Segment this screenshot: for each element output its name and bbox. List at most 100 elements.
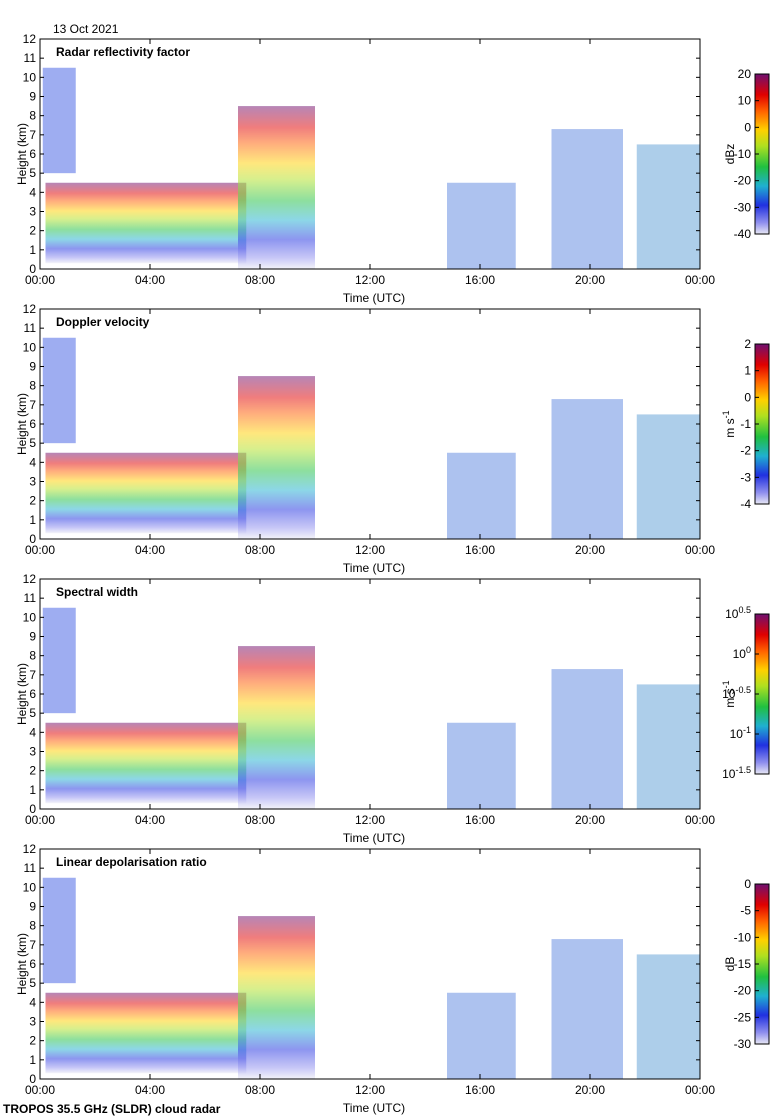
y-tick-label: 7: [29, 938, 36, 952]
echo-morning-cell: [238, 376, 315, 539]
x-tick-label: 00:00: [685, 813, 715, 827]
echo-afternoon-cell: [447, 452, 516, 539]
y-tick-label: 4: [29, 455, 36, 469]
colorbar-tick-exponent: -0.5: [735, 685, 751, 695]
y-tick-label: 8: [29, 649, 36, 663]
colorbar-tick-label: 20: [738, 67, 752, 81]
x-axis-label: Time (UTC): [343, 561, 405, 575]
colorbar-tick-label: 10-1: [730, 725, 751, 741]
x-tick-label: 04:00: [135, 543, 165, 557]
echo-morning-cell: [238, 916, 315, 1079]
y-tick-label: 2: [29, 494, 36, 508]
echo-low-layer: [45, 182, 247, 264]
echo-evening-cell: [551, 669, 623, 809]
y-tick-label: 6: [29, 957, 36, 971]
y-tick-label: 1: [29, 1053, 36, 1067]
echo-field: [42, 877, 700, 1079]
date-label: 13 Oct 2021: [53, 22, 119, 36]
colorbar-tick-label: 0: [744, 120, 751, 134]
y-tick-label: 5: [29, 436, 36, 450]
colorbar-tick-label: -1: [740, 417, 751, 431]
y-axis-label: Height (km): [15, 663, 29, 725]
colorbar-tick-label: -10: [734, 930, 752, 944]
colorbar-tick-exponent: -1.5: [735, 765, 751, 775]
colorbar-tick-label: 100: [733, 645, 751, 661]
y-tick-label: 11: [24, 321, 37, 335]
colorbar-tick-label: -30: [734, 1037, 752, 1051]
y-tick-label: 10: [23, 610, 37, 624]
colorbar-tick-label: 10-1.5: [722, 765, 751, 781]
y-tick-label: 1: [29, 243, 36, 257]
x-tick-label: 12:00: [355, 273, 385, 287]
x-tick-label: 16:00: [465, 1083, 495, 1097]
colorbar-tick-label: 2: [744, 337, 751, 351]
echo-afternoon-cell: [447, 992, 516, 1079]
y-tick-label: 7: [29, 668, 36, 682]
colorbar-tick-base: 10: [722, 687, 736, 701]
y-axis-label: Height (km): [15, 933, 29, 995]
x-tick-label: 12:00: [355, 1083, 385, 1097]
y-tick-label: 2: [29, 764, 36, 778]
echo-evening-cell: [551, 399, 623, 539]
colorbar-label-exponent: -1: [721, 680, 731, 688]
y-tick-label: 5: [29, 706, 36, 720]
colorbar-label: m s-1: [721, 410, 737, 437]
x-tick-label: 20:00: [575, 813, 605, 827]
x-tick-label: 08:00: [245, 273, 275, 287]
colorbar-tick-exponent: 0: [746, 645, 751, 655]
x-tick-label: 00:00: [685, 543, 715, 557]
echo-night-cell: [636, 414, 700, 539]
colorbar-label-exponent: -1: [721, 410, 731, 418]
y-tick-label: 11: [24, 51, 37, 65]
echo-upper-cloud: [42, 877, 76, 984]
y-tick-label: 12: [23, 32, 37, 46]
y-tick-label: 3: [29, 1015, 36, 1029]
colorbar-tick-label: -20: [734, 174, 752, 188]
colorbar-tick-label: 0: [744, 390, 751, 404]
x-tick-label: 00:00: [25, 273, 55, 287]
y-tick-label: 11: [24, 591, 37, 605]
x-tick-label: 08:00: [245, 813, 275, 827]
y-tick-label: 10: [23, 880, 37, 894]
panel-title: Doppler velocity: [56, 315, 150, 329]
x-axis-label: Time (UTC): [343, 831, 405, 845]
colorbar-tick-label: 10: [738, 94, 752, 108]
y-tick-label: 0: [29, 802, 36, 816]
colorbar-tick-label: -2: [740, 444, 751, 458]
y-axis-label: Height (km): [15, 123, 29, 185]
echo-field: [42, 337, 700, 539]
colorbar-tick-label: -40: [734, 227, 752, 241]
y-tick-label: 6: [29, 687, 36, 701]
x-tick-label: 16:00: [465, 813, 495, 827]
colorbar-tick-exponent: -1: [743, 725, 751, 735]
colorbar-label-unit: dB: [723, 957, 737, 972]
colorbar-tick-exponent: 0.5: [738, 605, 751, 615]
echo-morning-cell: [238, 646, 315, 809]
footer-label: TROPOS 35.5 GHz (SLDR) cloud radar: [3, 1102, 221, 1116]
colorbar-tick-base: 10: [722, 767, 736, 781]
y-tick-label: 8: [29, 109, 36, 123]
colorbar-tick-label: 1: [744, 364, 751, 378]
colorbar-label-unit: m s: [723, 688, 737, 707]
echo-upper-cloud: [42, 337, 76, 444]
y-tick-label: 10: [23, 340, 37, 354]
x-tick-label: 00:00: [25, 813, 55, 827]
colorbar-tick-label: -10: [734, 147, 752, 161]
x-tick-label: 00:00: [25, 1083, 55, 1097]
y-tick-label: 11: [24, 861, 37, 875]
y-tick-label: 7: [29, 398, 36, 412]
y-tick-label: 1: [29, 783, 36, 797]
x-tick-label: 04:00: [135, 813, 165, 827]
colorbar-tick-label: 10-0.5: [722, 685, 751, 701]
colorbar-label: dBz: [723, 144, 737, 165]
colorbar-tick-label: -20: [734, 984, 752, 998]
y-tick-label: 0: [29, 262, 36, 276]
echo-field: [42, 67, 700, 269]
x-tick-label: 04:00: [135, 1083, 165, 1097]
y-tick-label: 6: [29, 147, 36, 161]
